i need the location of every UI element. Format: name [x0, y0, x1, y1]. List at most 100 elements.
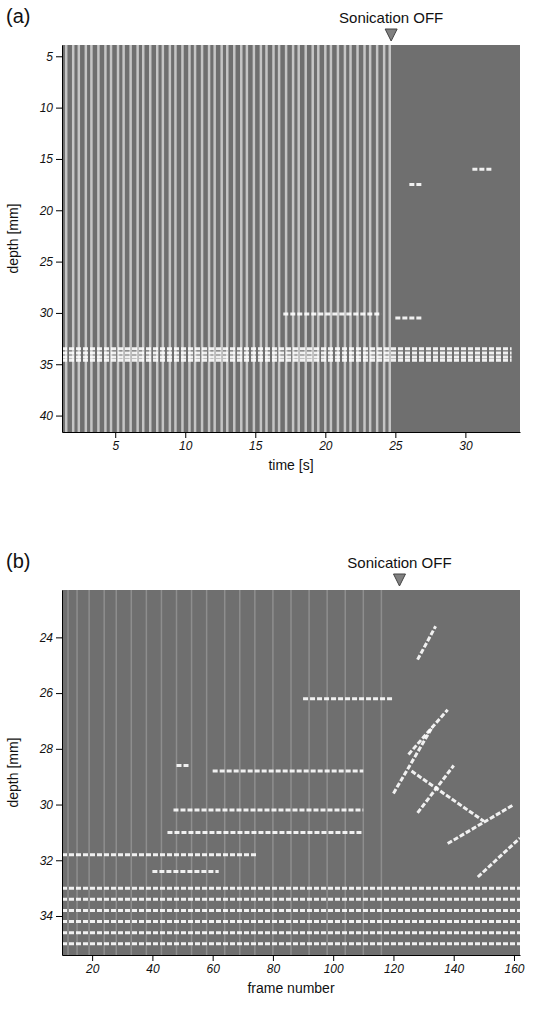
tick: 10: [40, 101, 62, 115]
tick-label: 20: [318, 439, 333, 453]
figure: 51015202530510152025303540time [s]depth …: [0, 0, 537, 1010]
stripe: [226, 45, 229, 432]
marks: [62, 590, 520, 955]
tick-label: 140: [444, 962, 464, 976]
echo-segment: [62, 942, 520, 945]
stripe: [122, 45, 125, 432]
tick-mark: [325, 432, 326, 438]
stripe: [142, 45, 145, 432]
tick-mark: [115, 432, 116, 438]
echo-segment: [472, 168, 493, 171]
panel: 20406080100120140160242628303234frame nu…: [5, 550, 525, 996]
echo-segment: [395, 317, 423, 320]
echo-segment: [177, 764, 189, 767]
tick: 24: [39, 631, 62, 645]
tick-label: 32: [40, 854, 54, 868]
tick-mark: [56, 805, 62, 806]
tick: 15: [249, 432, 263, 453]
tick: 25: [388, 432, 403, 453]
echo-segment: [62, 853, 258, 856]
stripe: [85, 45, 88, 432]
annotation-arrow: [393, 574, 405, 586]
tick: 60: [206, 955, 220, 976]
echo-segment: [62, 920, 520, 923]
stripe: [344, 45, 347, 432]
stripe: [169, 45, 172, 432]
stripe: [349, 45, 352, 432]
stripe: [181, 45, 184, 432]
stripe: [356, 45, 359, 432]
tick: 15: [40, 152, 62, 166]
annotation: Sonication OFF: [347, 554, 451, 571]
stripe: [104, 45, 107, 432]
stripe: [317, 45, 320, 432]
tick-mark: [56, 637, 62, 638]
tick-mark: [56, 364, 62, 365]
tick-label: 10: [40, 101, 54, 115]
stripe: [265, 45, 268, 432]
tick-mark: [56, 56, 62, 57]
tick-mark: [56, 693, 62, 694]
axis-line: [63, 955, 521, 956]
stripe: [65, 45, 68, 432]
stripe: [208, 45, 211, 432]
panel-label: (a): [6, 5, 30, 27]
echo-segment: [448, 805, 514, 844]
tick: 5: [46, 50, 62, 64]
tick-label: 30: [459, 439, 473, 453]
echo-segment: [167, 831, 363, 834]
tick: 10: [179, 432, 193, 453]
tick-label: 40: [146, 962, 160, 976]
echo-segment: [62, 359, 512, 362]
x-axis: 20406080100120140160: [63, 955, 525, 976]
tick-mark: [213, 955, 214, 961]
tick: 30: [459, 432, 473, 453]
tick-mark: [92, 955, 93, 961]
echo-segment: [62, 347, 512, 350]
tick-label: 80: [267, 962, 281, 976]
marks: [62, 45, 512, 432]
stripe: [149, 45, 152, 432]
stripe: [213, 45, 216, 432]
plot-background: [62, 590, 520, 955]
stripe: [304, 45, 307, 432]
tick-label: 5: [46, 50, 53, 64]
panel: 51015202530510152025303540time [s]depth …: [5, 5, 521, 473]
stripe: [330, 45, 333, 432]
stripe: [272, 45, 275, 432]
echo-segment: [62, 909, 520, 912]
stripe: [156, 45, 159, 432]
stripe: [174, 45, 177, 432]
tick: 30: [40, 798, 62, 812]
stripe: [278, 45, 281, 432]
axis-line: [62, 591, 63, 956]
y-axis-title: depth [mm]: [5, 737, 21, 807]
tick-mark: [56, 108, 62, 109]
y-axis: 510152025303540: [39, 46, 63, 433]
tick: 20: [85, 955, 100, 976]
tick: 140: [444, 955, 464, 976]
stripe: [260, 45, 263, 432]
echo-segment: [393, 727, 432, 794]
tick: 28: [39, 742, 62, 756]
stripe: [369, 45, 372, 432]
y-axis: 24 26 28 30 32 34: [39, 591, 63, 956]
tick-mark: [393, 955, 394, 961]
tick: 40: [146, 955, 160, 976]
echo-segment: [412, 771, 484, 821]
tick-label: 160: [504, 962, 524, 976]
tick-label: 34: [40, 909, 54, 923]
stripe: [292, 45, 295, 432]
echo-segment: [213, 770, 364, 773]
echo-segment: [409, 710, 448, 755]
stripe: [240, 45, 243, 432]
tick: 100: [324, 955, 344, 976]
tick-mark: [152, 955, 153, 961]
panel-label: (b): [6, 550, 30, 572]
tick-label: 15: [249, 439, 263, 453]
echo-segment: [62, 356, 512, 359]
tick-label: 26: [39, 686, 54, 700]
stripe: [246, 45, 249, 432]
tick-label: 25: [39, 255, 54, 269]
stripe: [285, 45, 288, 432]
